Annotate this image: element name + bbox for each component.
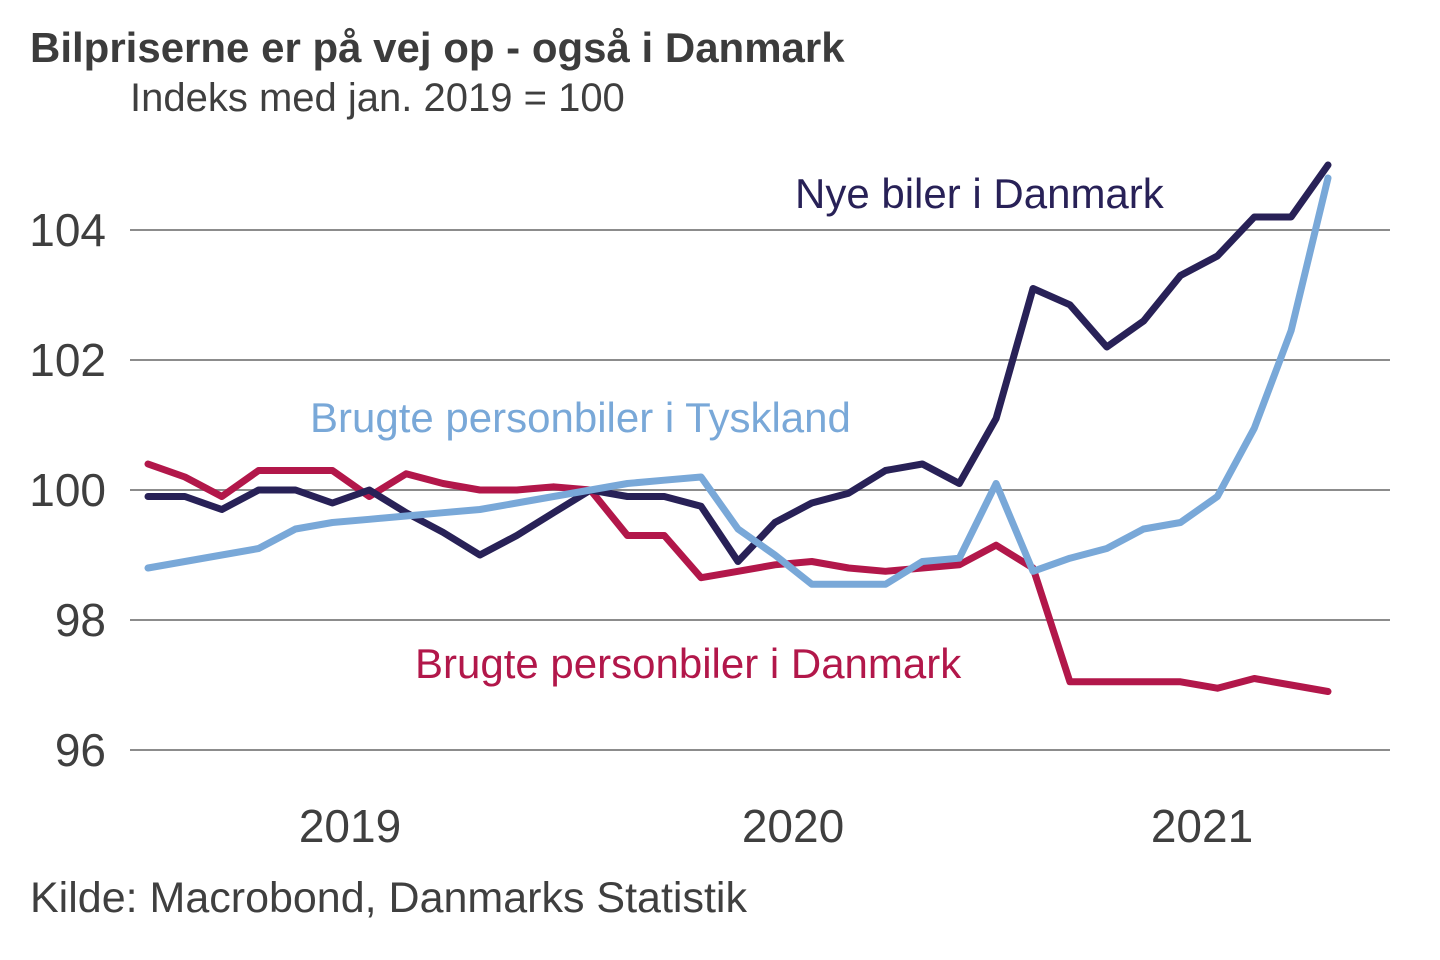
chart-title: Bilpriserne er på vej op - også i Danmar… [30,24,845,71]
series-line-brugte-personbiler-i-tyskland [144,174,1332,588]
series-line-brugte-personbiler-i-danmark [144,460,1332,695]
y-tick-label-96: 96 [54,724,106,776]
series-label-brugte-personbiler-i-tyskland: Brugte personbiler i Tyskland [310,394,851,441]
series-label-brugte-personbiler-i-danmark: Brugte personbiler i Danmark [415,640,962,687]
source-note: Kilde: Macrobond, Danmarks Statistik [30,874,747,922]
x-tick-label-2021: 2021 [1150,800,1254,852]
y-tick-label-100: 100 [29,464,106,516]
series-label-nye-biler-i-danmark: Nye biler i Danmark [795,170,1164,217]
series-line-nye-biler-i-danmark [144,161,1332,565]
y-tick-label-102: 102 [29,334,106,386]
y-tick-label-104: 104 [29,204,106,256]
x-tick-label-2020: 2020 [741,800,845,852]
y-tick-label-98: 98 [54,594,106,646]
chart-subtitle: Indeks med jan. 2019 = 100 [130,76,625,120]
x-tick-label-2019: 2019 [298,800,402,852]
